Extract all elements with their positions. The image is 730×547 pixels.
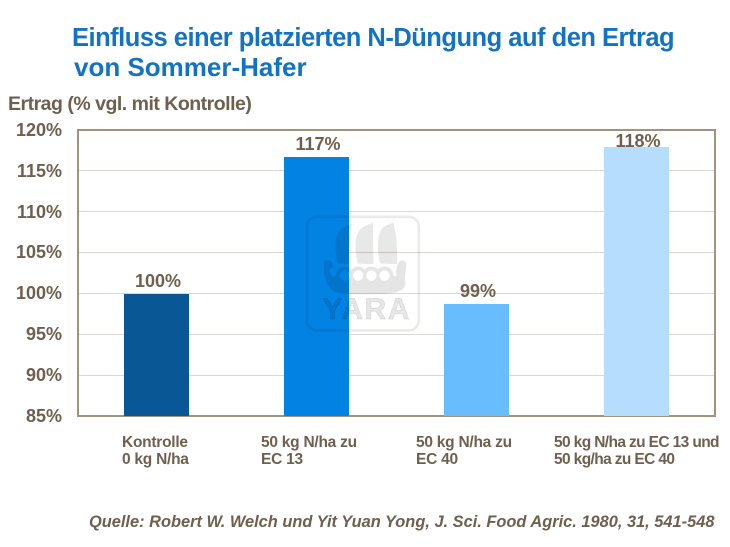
svg-text:YARA: YARA: [322, 293, 411, 326]
